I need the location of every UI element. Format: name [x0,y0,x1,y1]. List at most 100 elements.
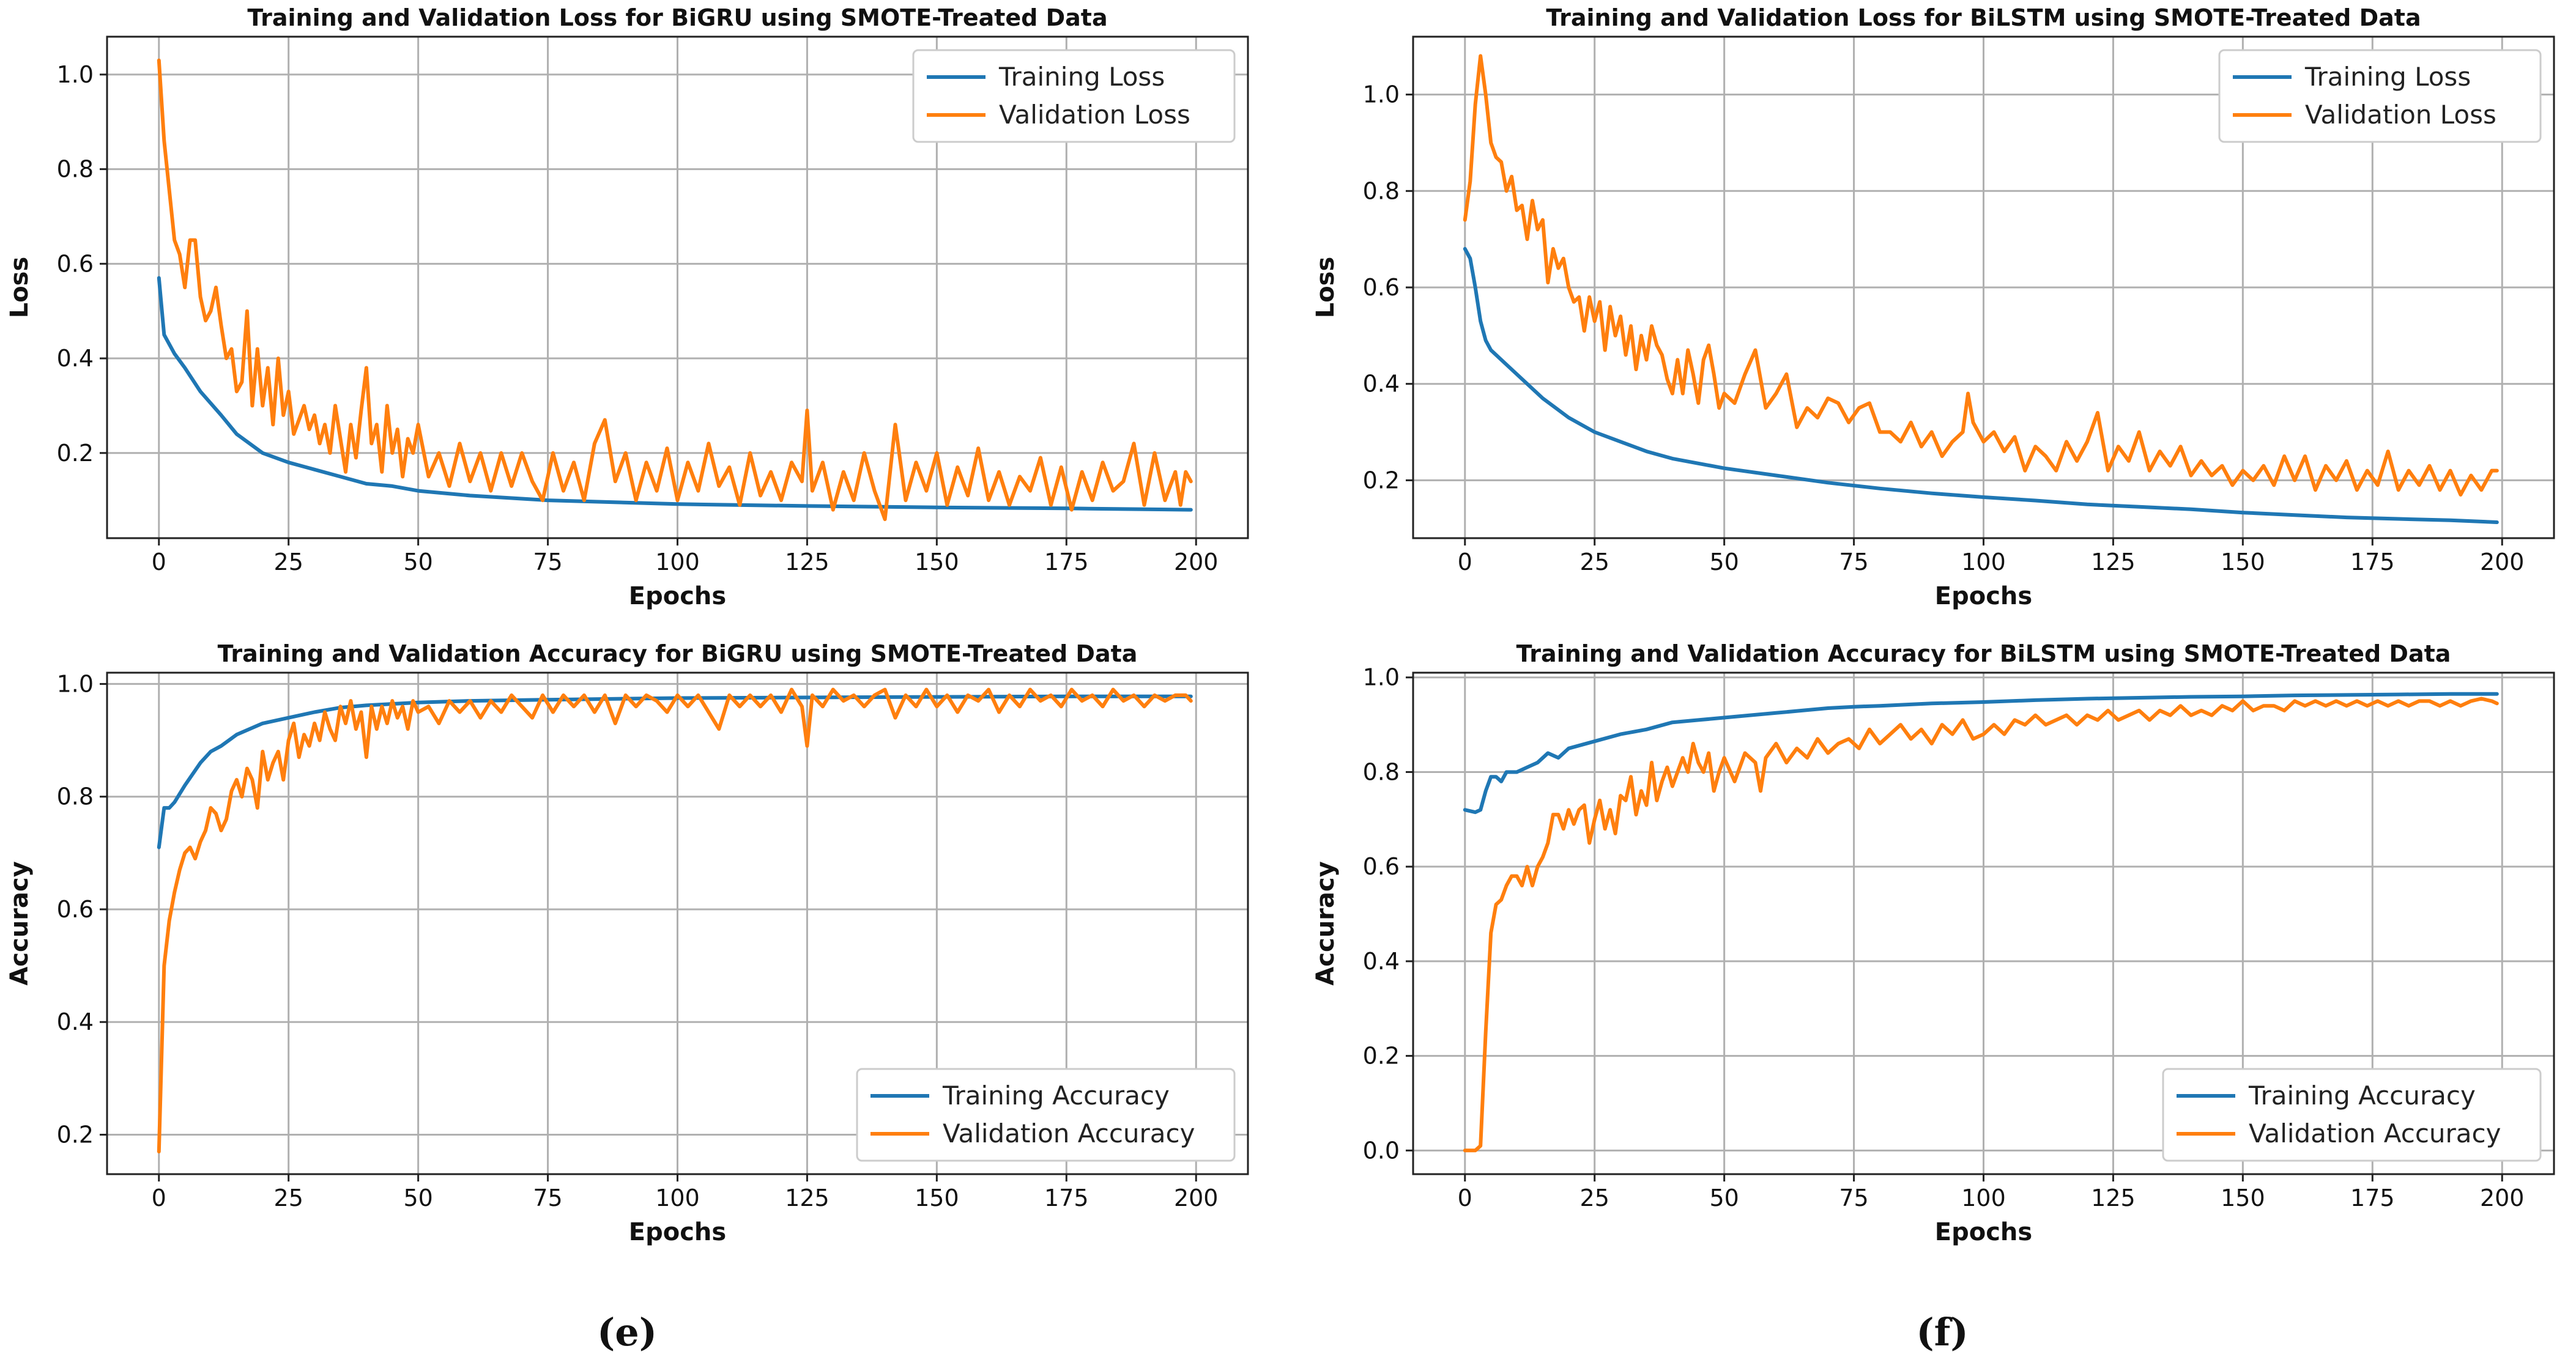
x-tick-label: 50 [403,549,432,575]
y-tick-label: 0.4 [1363,948,1400,975]
x-tick-label: 0 [1458,549,1472,575]
y-axis-label: Loss [1312,257,1340,319]
x-tick-label: 100 [1961,549,2006,575]
x-tick-label: 150 [2221,1185,2265,1211]
series-line-training-loss [157,276,1193,512]
y-tick-label: 0.4 [57,345,94,372]
y-tick-label: 0.8 [1363,177,1400,204]
legend: Training Accuracy Validation Accuracy [856,1068,1236,1162]
y-tick-label: 1.0 [57,670,94,697]
y-tick-label: 0.2 [57,440,94,467]
x-tick-label: 200 [2480,549,2525,575]
y-tick-label: 0.2 [1363,1043,1400,1070]
x-axis-label: Epochs [629,582,726,610]
series-line-validation-accuracy [1463,697,2499,1153]
series-line-training-accuracy [157,694,1193,849]
x-tick-label: 125 [785,1185,830,1211]
chart-title: Training and Validation Accuracy for BiL… [1516,640,2451,667]
x-tick-label: 75 [1839,1185,1868,1211]
legend-label: Validation Loss [999,100,1190,130]
series-line-training-accuracy [1463,692,2499,815]
y-tick-label: 1.0 [1363,81,1400,108]
legend-box [856,1068,1236,1162]
x-tick-label: 25 [1580,1185,1609,1211]
y-tick-label: 0.0 [1363,1137,1400,1164]
x-tick-label: 75 [533,1185,562,1211]
legend-label: Validation Accuracy [2249,1118,2501,1148]
plot-frame [1412,35,2555,539]
x-tick-label: 175 [2350,549,2395,575]
panel-label-e: (e) [597,1310,657,1355]
y-axis-label: Accuracy [6,861,34,985]
legend-label: Training Accuracy [942,1081,1170,1111]
series-line-validation-loss [157,58,1193,522]
x-axis-label: Epochs [1935,582,2032,610]
x-tick-label: 150 [2221,549,2265,575]
x-tick-label: 100 [1961,1185,2006,1211]
y-tick-label: 1.0 [1363,664,1400,691]
x-tick-label: 100 [655,1185,700,1211]
x-tick-label: 175 [2350,1185,2395,1211]
x-tick-label: 150 [915,1185,959,1211]
chart-title: Training and Validation Loss for BiLSTM … [1546,4,2421,31]
x-tick-label: 150 [915,549,959,575]
bigru-loss-chart: Training and Validation Loss for BiGRU u… [6,4,1249,610]
series-line-validation-accuracy [157,687,1193,1154]
y-tick-label: 0.6 [57,896,94,923]
x-axis-label: Epochs [1935,1218,2032,1246]
plot-frame [1412,671,2555,1175]
legend-box [912,49,1236,143]
x-tick-label: 175 [1044,1185,1089,1211]
x-tick-label: 75 [1839,549,1868,575]
plot-frame [106,671,1249,1175]
x-tick-label: 50 [1709,549,1739,575]
x-axis-label: Epochs [629,1218,726,1246]
bilstm-accuracy-chart: Training and Validation Accuracy for BiL… [1312,640,2555,1246]
x-tick-label: 0 [1458,1185,1472,1211]
chart-title: Training and Validation Loss for BiGRU u… [247,4,1107,31]
legend-label: Training Loss [2304,62,2471,92]
plot-frame [106,35,1249,539]
y-tick-label: 0.8 [57,156,94,183]
series-line-training-loss [1463,246,2499,524]
x-tick-label: 0 [152,549,166,575]
y-tick-label: 0.2 [1363,467,1400,494]
y-tick-label: 0.4 [57,1008,94,1035]
x-tick-label: 200 [1174,549,1219,575]
legend-box [2218,49,2542,143]
y-axis-label: Accuracy [1312,861,1340,985]
y-tick-label: 0.8 [57,783,94,810]
bigru-accuracy-chart: Training and Validation Accuracy for BiG… [6,640,1249,1246]
y-tick-label: 0.4 [1363,371,1400,397]
legend-label: Training Loss [998,62,1165,92]
y-tick-label: 0.6 [1363,853,1400,880]
y-tick-label: 0.6 [57,250,94,277]
x-tick-label: 25 [274,1185,303,1211]
x-tick-label: 75 [533,549,562,575]
x-tick-label: 125 [2091,549,2136,575]
x-tick-label: 175 [1044,549,1089,575]
legend-label: Training Accuracy [2248,1081,2476,1111]
x-tick-label: 125 [785,549,830,575]
y-tick-label: 0.8 [1363,758,1400,785]
y-tick-label: 1.0 [57,61,94,88]
y-tick-label: 0.6 [1363,274,1400,301]
x-tick-label: 125 [2091,1185,2136,1211]
y-tick-label: 0.2 [57,1122,94,1148]
legend-label: Validation Accuracy [943,1118,1195,1148]
chart-title: Training and Validation Accuracy for BiG… [218,640,1138,667]
x-tick-label: 25 [274,549,303,575]
y-axis-label: Loss [6,257,34,319]
bilstm-loss-chart: Training and Validation Loss for BiLSTM … [1312,4,2555,610]
x-tick-label: 50 [1709,1185,1739,1211]
x-tick-label: 200 [1174,1185,1219,1211]
x-tick-label: 100 [655,549,700,575]
legend-box [2162,1068,2542,1162]
legend-label: Validation Loss [2305,100,2496,130]
legend: Training Loss Validation Loss [2218,49,2542,143]
series-line-validation-loss [1463,54,2499,497]
x-tick-label: 0 [152,1185,166,1211]
panel-label-f: (f) [1916,1310,1968,1355]
legend: Training Loss Validation Loss [912,49,1236,143]
